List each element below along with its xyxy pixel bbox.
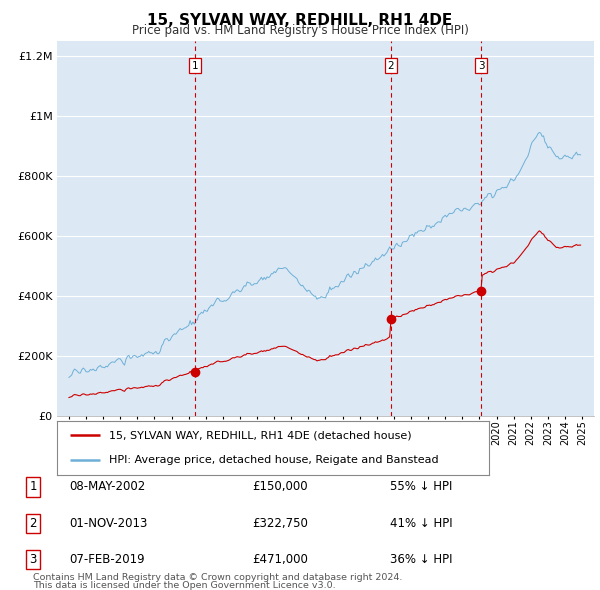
Text: 3: 3	[29, 553, 37, 566]
Text: 07-FEB-2019: 07-FEB-2019	[69, 553, 145, 566]
Text: Contains HM Land Registry data © Crown copyright and database right 2024.: Contains HM Land Registry data © Crown c…	[33, 572, 403, 582]
Text: 55% ↓ HPI: 55% ↓ HPI	[390, 480, 452, 493]
Text: 1: 1	[191, 61, 198, 71]
Text: 01-NOV-2013: 01-NOV-2013	[69, 517, 148, 530]
Text: 36% ↓ HPI: 36% ↓ HPI	[390, 553, 452, 566]
Text: 08-MAY-2002: 08-MAY-2002	[69, 480, 145, 493]
Text: 15, SYLVAN WAY, REDHILL, RH1 4DE (detached house): 15, SYLVAN WAY, REDHILL, RH1 4DE (detach…	[109, 430, 412, 440]
Text: HPI: Average price, detached house, Reigate and Banstead: HPI: Average price, detached house, Reig…	[109, 455, 439, 466]
Text: £150,000: £150,000	[252, 480, 308, 493]
Text: 41% ↓ HPI: 41% ↓ HPI	[390, 517, 452, 530]
Text: 15, SYLVAN WAY, REDHILL, RH1 4DE: 15, SYLVAN WAY, REDHILL, RH1 4DE	[148, 12, 452, 28]
Text: 3: 3	[478, 61, 484, 71]
Text: Price paid vs. HM Land Registry's House Price Index (HPI): Price paid vs. HM Land Registry's House …	[131, 24, 469, 37]
Text: £471,000: £471,000	[252, 553, 308, 566]
Text: 2: 2	[29, 517, 37, 530]
Text: £322,750: £322,750	[252, 517, 308, 530]
Text: 1: 1	[29, 480, 37, 493]
Text: 2: 2	[388, 61, 394, 71]
Text: This data is licensed under the Open Government Licence v3.0.: This data is licensed under the Open Gov…	[33, 581, 335, 590]
